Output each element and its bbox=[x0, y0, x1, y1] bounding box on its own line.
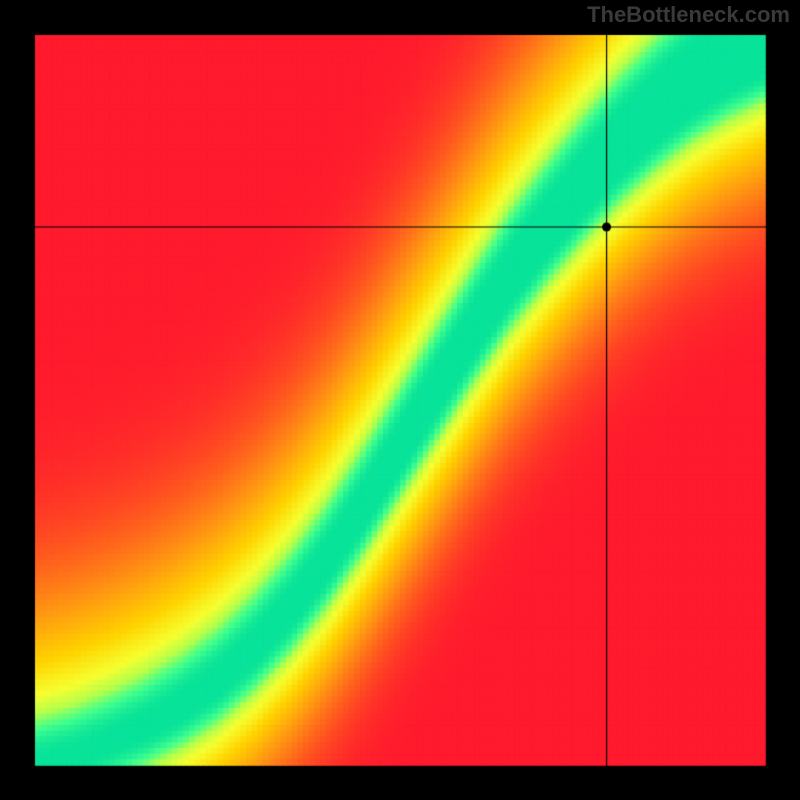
chart-container: { "watermark": { "text": "TheBottleneck.… bbox=[0, 0, 800, 800]
bottleneck-heatmap bbox=[0, 0, 800, 800]
watermark-text: TheBottleneck.com bbox=[587, 2, 790, 28]
